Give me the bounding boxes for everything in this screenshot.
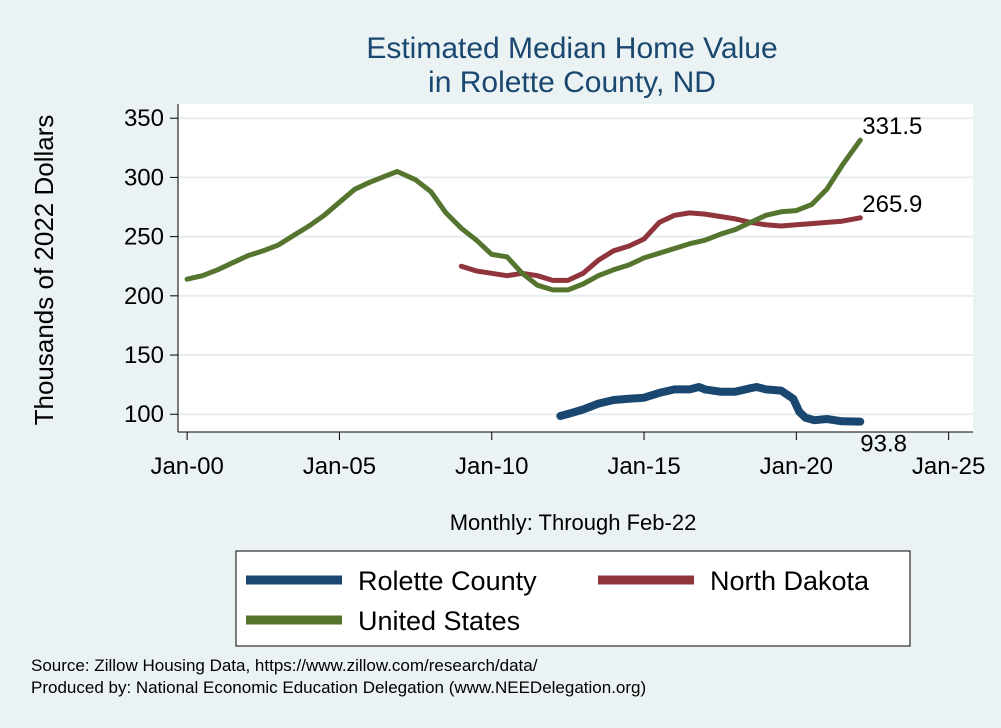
x-tick-label-jan-25: Jan-25: [912, 453, 985, 480]
gridlines: [178, 117, 973, 416]
x-ticks: Jan-00 Jan-05 Jan-10 Jan-15 Jan-20 Jan-25: [150, 432, 985, 480]
end-labels: 93.8 265.9 331.5: [860, 113, 922, 457]
series-line-rolette-county: [556, 383, 865, 426]
x-tick-label-jan-20: Jan-20: [760, 453, 833, 480]
y-tick-label-350: 350: [124, 105, 164, 132]
producer-note: Produced by: National Economic Education…: [31, 678, 646, 697]
legend-box: [235, 550, 911, 647]
series-line-united-states: [184, 137, 863, 293]
y-tick-label-250: 250: [124, 224, 164, 251]
end-label-north-dakota: 265.9: [862, 191, 922, 218]
x-tick-label-jan-10: Jan-10: [455, 453, 528, 480]
legend-label-rolette-county: Rolette County: [358, 566, 537, 596]
legend-label-united-states: United States: [358, 606, 520, 636]
source-note: Source: Zillow Housing Data, https://www…: [31, 656, 538, 675]
end-label-rolette-county: 93.8: [860, 431, 907, 458]
y-tick-label-300: 300: [124, 164, 164, 191]
y-ticks: 100 150 200 250 300 350: [124, 105, 178, 428]
x-tick-label-jan-15: Jan-15: [607, 453, 680, 480]
y-tick-label-150: 150: [124, 342, 164, 369]
y-tick-label-200: 200: [124, 283, 164, 310]
legend: Rolette County North Dakota United States: [246, 566, 870, 636]
y-tick-label-100: 100: [124, 401, 164, 428]
y-axis-title: Thousands of 2022 Dollars: [29, 115, 59, 426]
plot-area: [178, 104, 973, 432]
chart-title-line-1: Estimated Median Home Value: [366, 32, 777, 65]
legend-label-north-dakota: North Dakota: [710, 566, 870, 596]
x-axis-title: Monthly: Through Feb-22: [450, 510, 697, 535]
series-lines: [184, 137, 865, 426]
x-tick-label-jan-05: Jan-05: [303, 453, 376, 480]
end-label-united-states: 331.5: [862, 113, 922, 140]
x-tick-label-jan-00: Jan-00: [150, 453, 223, 480]
chart-title-line-2: in Rolette County, ND: [428, 66, 716, 99]
